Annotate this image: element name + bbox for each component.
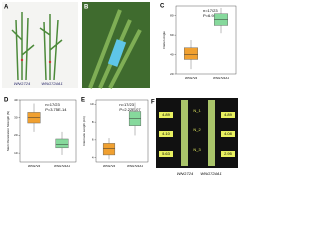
caption: WNG724A1 xyxy=(200,171,221,176)
y-axis-label: Flatten Angle xyxy=(162,31,166,49)
y-tick-label: 80 xyxy=(170,14,174,18)
caption: WNG724 xyxy=(177,171,194,176)
node-label: N_1 xyxy=(193,108,201,113)
left-length: 4.89 xyxy=(162,112,171,117)
y-tick-label: 40 xyxy=(170,52,174,56)
caption: WNG724 xyxy=(14,81,31,86)
x-tick-label: WNG724 xyxy=(185,76,198,80)
annotation: P=3.75E-14 xyxy=(45,107,67,112)
photo-f xyxy=(156,98,238,168)
annotation: n=17/23 xyxy=(119,102,134,107)
y-tick-label: 30 xyxy=(14,116,18,120)
caption: WNG724A1 xyxy=(41,81,62,86)
photo-b xyxy=(82,2,150,89)
box xyxy=(184,47,198,60)
photo-a xyxy=(2,2,78,88)
y-tick-label: 6 xyxy=(92,138,94,142)
annotation: n=17/23 xyxy=(45,102,60,107)
panel-label: C xyxy=(160,4,165,10)
y-tick-label: 8 xyxy=(92,120,94,124)
y-tick-label: 10 xyxy=(90,102,94,106)
x-tick-label: WNG724A1 xyxy=(127,164,143,168)
panel-label: E xyxy=(81,98,85,104)
box xyxy=(55,138,69,149)
right-length: 4.89 xyxy=(224,112,233,117)
panel-label: A xyxy=(4,5,9,11)
node-label: N_2 xyxy=(193,127,201,132)
annotation: n=17/23 xyxy=(203,8,218,13)
left-length: 5.63 xyxy=(162,151,171,156)
annotation: P=6.98E-29 xyxy=(203,13,225,18)
y-tick-label: 60 xyxy=(170,33,174,37)
y-tick-label: 20 xyxy=(170,72,174,76)
right-length: 4.08 xyxy=(224,131,233,136)
y-tick-label: 4 xyxy=(92,155,94,159)
panel-label: B xyxy=(84,5,89,11)
panel-label: F xyxy=(151,100,155,106)
x-tick-label: WNG724A1 xyxy=(54,164,70,168)
box xyxy=(102,143,116,156)
figure: A WNG724 WNG724A1 B F 4.89 4.10 5.63 4.89 4.… xyxy=(2,2,238,176)
y-axis-label: Stem Penetration Strength (N) xyxy=(6,111,10,151)
y-axis-label: Internode Length (cm) xyxy=(82,116,86,146)
y-tick-label: 20 xyxy=(14,133,18,137)
plot-frame xyxy=(175,5,237,75)
plot-frame xyxy=(95,99,149,163)
node-label: N_3 xyxy=(193,147,201,152)
y-tick-label: 40 xyxy=(14,98,18,102)
left-length: 4.10 xyxy=(162,131,171,136)
plot-frame xyxy=(19,99,77,163)
y-tick-label: 10 xyxy=(14,151,18,155)
panel-label: D xyxy=(4,98,9,104)
x-tick-label: WNG724A1 xyxy=(213,76,229,80)
right-length: 2.95 xyxy=(224,151,233,156)
x-tick-label: WNG724 xyxy=(28,164,41,168)
x-tick-label: WNG724 xyxy=(103,164,116,168)
annotation: P=2.22E-07 xyxy=(119,107,141,112)
